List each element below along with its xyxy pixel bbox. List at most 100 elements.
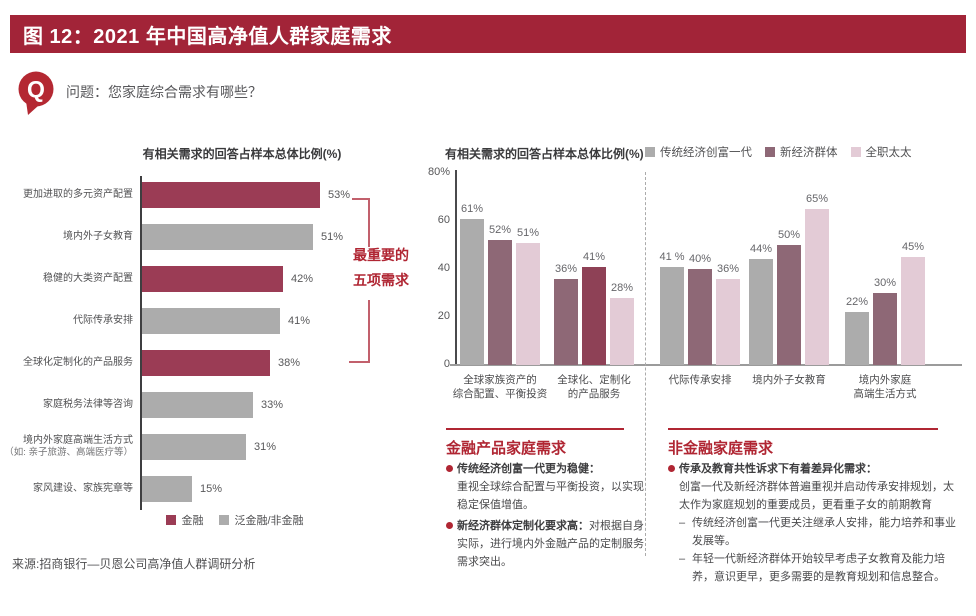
bar-category-text: 稳健的大类资产配置 (43, 273, 133, 284)
group-bar-value-label: 65% (805, 193, 829, 205)
group-category-text: 代际传承安排 (668, 374, 732, 386)
legend-swatch-neweconomy-icon (765, 147, 775, 157)
annotation-line: 五项需求 (353, 272, 409, 288)
group-bar-value-label: 51% (516, 227, 540, 239)
group-bar (516, 243, 540, 365)
finance-section-bullets: 传统经济创富一代更为稳健： 重视全球综合配置与平衡投资，以实现稳定保值增值。 新… (446, 460, 646, 574)
y-axis-tick-label: 0 (443, 358, 450, 370)
figure-title-bar: 图 12：2021 年中国高净值人群家庭需求 (10, 15, 966, 53)
group-bar (845, 312, 869, 365)
group-bar-value-label: 41 % (659, 251, 685, 263)
y-axis-line (455, 170, 457, 365)
finance-section-rule (446, 428, 624, 430)
bullet-item: 传统经济创富一代更为稳健： 重视全球综合配置与平衡投资，以实现稳定保值增值。 (446, 460, 646, 514)
bar-category-label: 更加进取的多元资产配置 (0, 182, 133, 208)
bar (142, 308, 280, 334)
group-bar (554, 279, 578, 365)
group-bar-value-label: 30% (873, 277, 897, 289)
finance-section-heading: 金融产品家庭需求 (446, 440, 567, 457)
bar-category-text: 全球化定制化的产品服务 (23, 357, 133, 368)
group-bar-value-label: 28% (610, 282, 634, 294)
bar (142, 182, 320, 208)
group-bar-value-label: 41% (582, 251, 606, 263)
legend-swatch-traditional-icon (645, 147, 655, 157)
bar (142, 476, 192, 502)
group-bar-value-label: 36% (554, 263, 578, 275)
nonfinance-section-rule (668, 428, 938, 430)
bullet-lead: 传承及教育共性诉求下有着差异化需求： (679, 463, 877, 475)
group-category-text: 全球化、定制化 (557, 374, 631, 386)
bar-category-label: 代际传承安排 (0, 308, 133, 334)
bullet-body: 创富一代及新经济群体普遍重视并启动传承安排规划，太太作为家庭规划的重要成员，更看… (679, 481, 954, 511)
right-chart-legend: 传统经济创富一代 新经济群体 全职太太 (645, 144, 912, 160)
legend-item-finance: 金融 (166, 512, 203, 528)
top-five-bracket (349, 198, 370, 363)
left-chart-legend: 金融 泛金融/非金融 (130, 512, 340, 528)
group-bar-value-label: 52% (488, 224, 512, 236)
group-category-label: 全球家族资产的 综合配置、平衡投资 (425, 373, 575, 401)
group-bar-value-label: 44% (749, 243, 773, 255)
bar (142, 392, 253, 418)
bar-category-label: 境内外家庭高端生活方式 （如: 亲子旅游、高端医疗等） (0, 434, 133, 460)
dashed-divider (645, 172, 646, 556)
group-bar-value-label: 45% (901, 241, 925, 253)
question-text: 问题：您家庭综合需求有哪些？ (66, 84, 262, 100)
legend-item-neweconomy: 新经济群体 (765, 144, 838, 160)
question-bubble-icon: Q (18, 71, 54, 115)
bar (142, 224, 313, 250)
group-category-text: 境内外子女教育 (752, 374, 826, 386)
figure-title: 图 12：2021 年中国高净值人群家庭需求 (23, 25, 392, 48)
bar-category-note: （如: 亲子旅游、高端医疗等） (4, 447, 133, 458)
bar-category-label: 家庭税务法律等咨询 (0, 392, 133, 418)
left-chart-category-labels: 更加进取的多元资产配置境内外子女教育稳健的大类资产配置代际传承安排全球化定制化的… (0, 176, 133, 510)
bullet-body: 重视全球综合配置与平衡投资，以实现稳定保值增值。 (457, 481, 644, 511)
group-category-text: 境内外家庭 (858, 374, 912, 386)
group-bar (688, 269, 712, 365)
annotation-line: 最重要的 (353, 247, 409, 263)
group-bar (582, 267, 606, 365)
top-five-annotation: 最重要的 五项需求 (341, 243, 421, 293)
y-axis-tick-label: 20 (437, 310, 450, 322)
legend-swatch-finance-icon (166, 515, 177, 525)
nonfinance-section-heading: 非金融家庭需求 (668, 440, 774, 457)
bar-category-label: 境内外子女教育 (0, 224, 133, 250)
legend-item-traditional: 传统经济创富一代 (645, 144, 752, 160)
bar-category-text: 代际传承安排 (73, 315, 133, 326)
bar-value-label: 51% (321, 231, 344, 243)
group-bar (716, 279, 740, 365)
right-chart-title: 有相关需求的回答占样本总体比例(%) (445, 147, 644, 161)
legend-label: 新经济群体 (780, 147, 838, 159)
bar-category-label: 稳健的大类资产配置 (0, 266, 133, 292)
bar-value-label: 31% (254, 441, 277, 453)
source-note: 来源:招商银行—贝恩公司高净值人群调研分析 (12, 557, 256, 571)
group-category-text: 高端生活方式 (853, 388, 917, 400)
y-axis-tick-label: 60 (437, 214, 450, 226)
bar-category-text: 境内外家庭高端生活方式 (23, 435, 133, 446)
question-icon-letter: Q (27, 76, 45, 102)
group-bar-value-label: 40% (688, 253, 712, 265)
bar-category-text: 家风建设、家族宪章等 (33, 483, 133, 494)
left-chart-title: 有相关需求的回答占样本总体比例(%) (142, 147, 342, 161)
group-bar-value-label: 22% (845, 296, 869, 308)
legend-swatch-panfinance-icon (219, 515, 230, 525)
bullet-lead: 新经济群体定制化要求高： (457, 520, 589, 532)
group-bar (777, 245, 801, 365)
legend-label: 传统经济创富一代 (660, 147, 752, 159)
bar-category-text: 更加进取的多元资产配置 (23, 189, 133, 200)
bullet-item: 新经济群体定制化要求高：对根据自身实际，进行境内外金融产品的定制服务需求突出。 (446, 517, 646, 571)
group-bar-value-label: 36% (716, 263, 740, 275)
group-category-text: 的产品服务 (567, 388, 621, 400)
group-bar (873, 293, 897, 365)
x-axis-line (450, 364, 962, 366)
left-chart-plot: 53% 51% 42% 41% 38% 33% 31% 15% (140, 176, 424, 510)
bullet-item: 传承及教育共性诉求下有着差异化需求： 创富一代及新经济群体普遍重视并启动传承安排… (668, 460, 956, 586)
group-category-label: 境内外子女教育 (714, 373, 864, 387)
bar-category-text: 家庭税务法律等咨询 (43, 399, 133, 410)
group-category-label: 全球化、定制化 的产品服务 (519, 373, 669, 401)
group-category-text: 全球家族资产的 (463, 374, 537, 386)
bullet-body: 对根据自身实际，进行境内外金融产品的定制服务需求突出。 (457, 520, 644, 568)
y-axis-tick-label: 40 (437, 262, 450, 274)
group-bar-value-label: 61% (460, 203, 484, 215)
